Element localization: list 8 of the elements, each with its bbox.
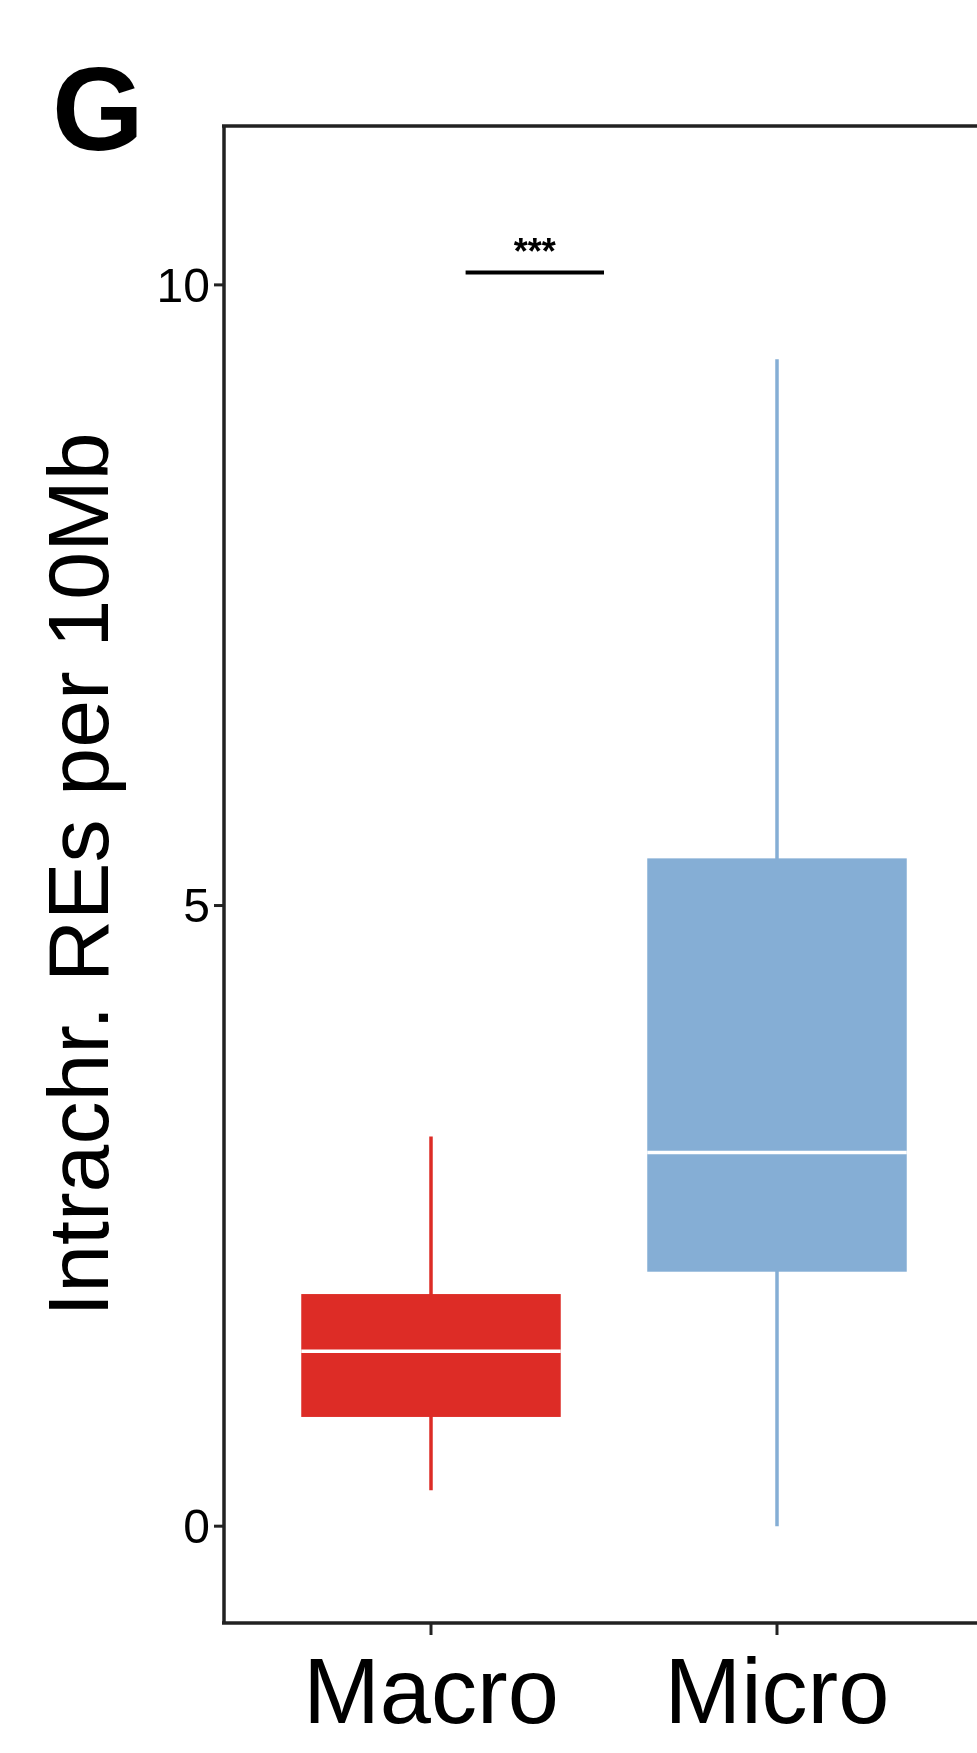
y-tick-label: 5 xyxy=(183,879,210,933)
y-axis-title: Intrachr. REs per 10Mb xyxy=(30,432,126,1317)
x-tick-label: Macro xyxy=(303,1640,559,1742)
x-tick-label: Micro xyxy=(664,1640,890,1742)
y-tick-label: 0 xyxy=(183,1499,210,1553)
annotation: *** xyxy=(513,231,556,273)
y-tick-label: 10 xyxy=(156,258,210,312)
chart-title: G xyxy=(52,43,144,175)
